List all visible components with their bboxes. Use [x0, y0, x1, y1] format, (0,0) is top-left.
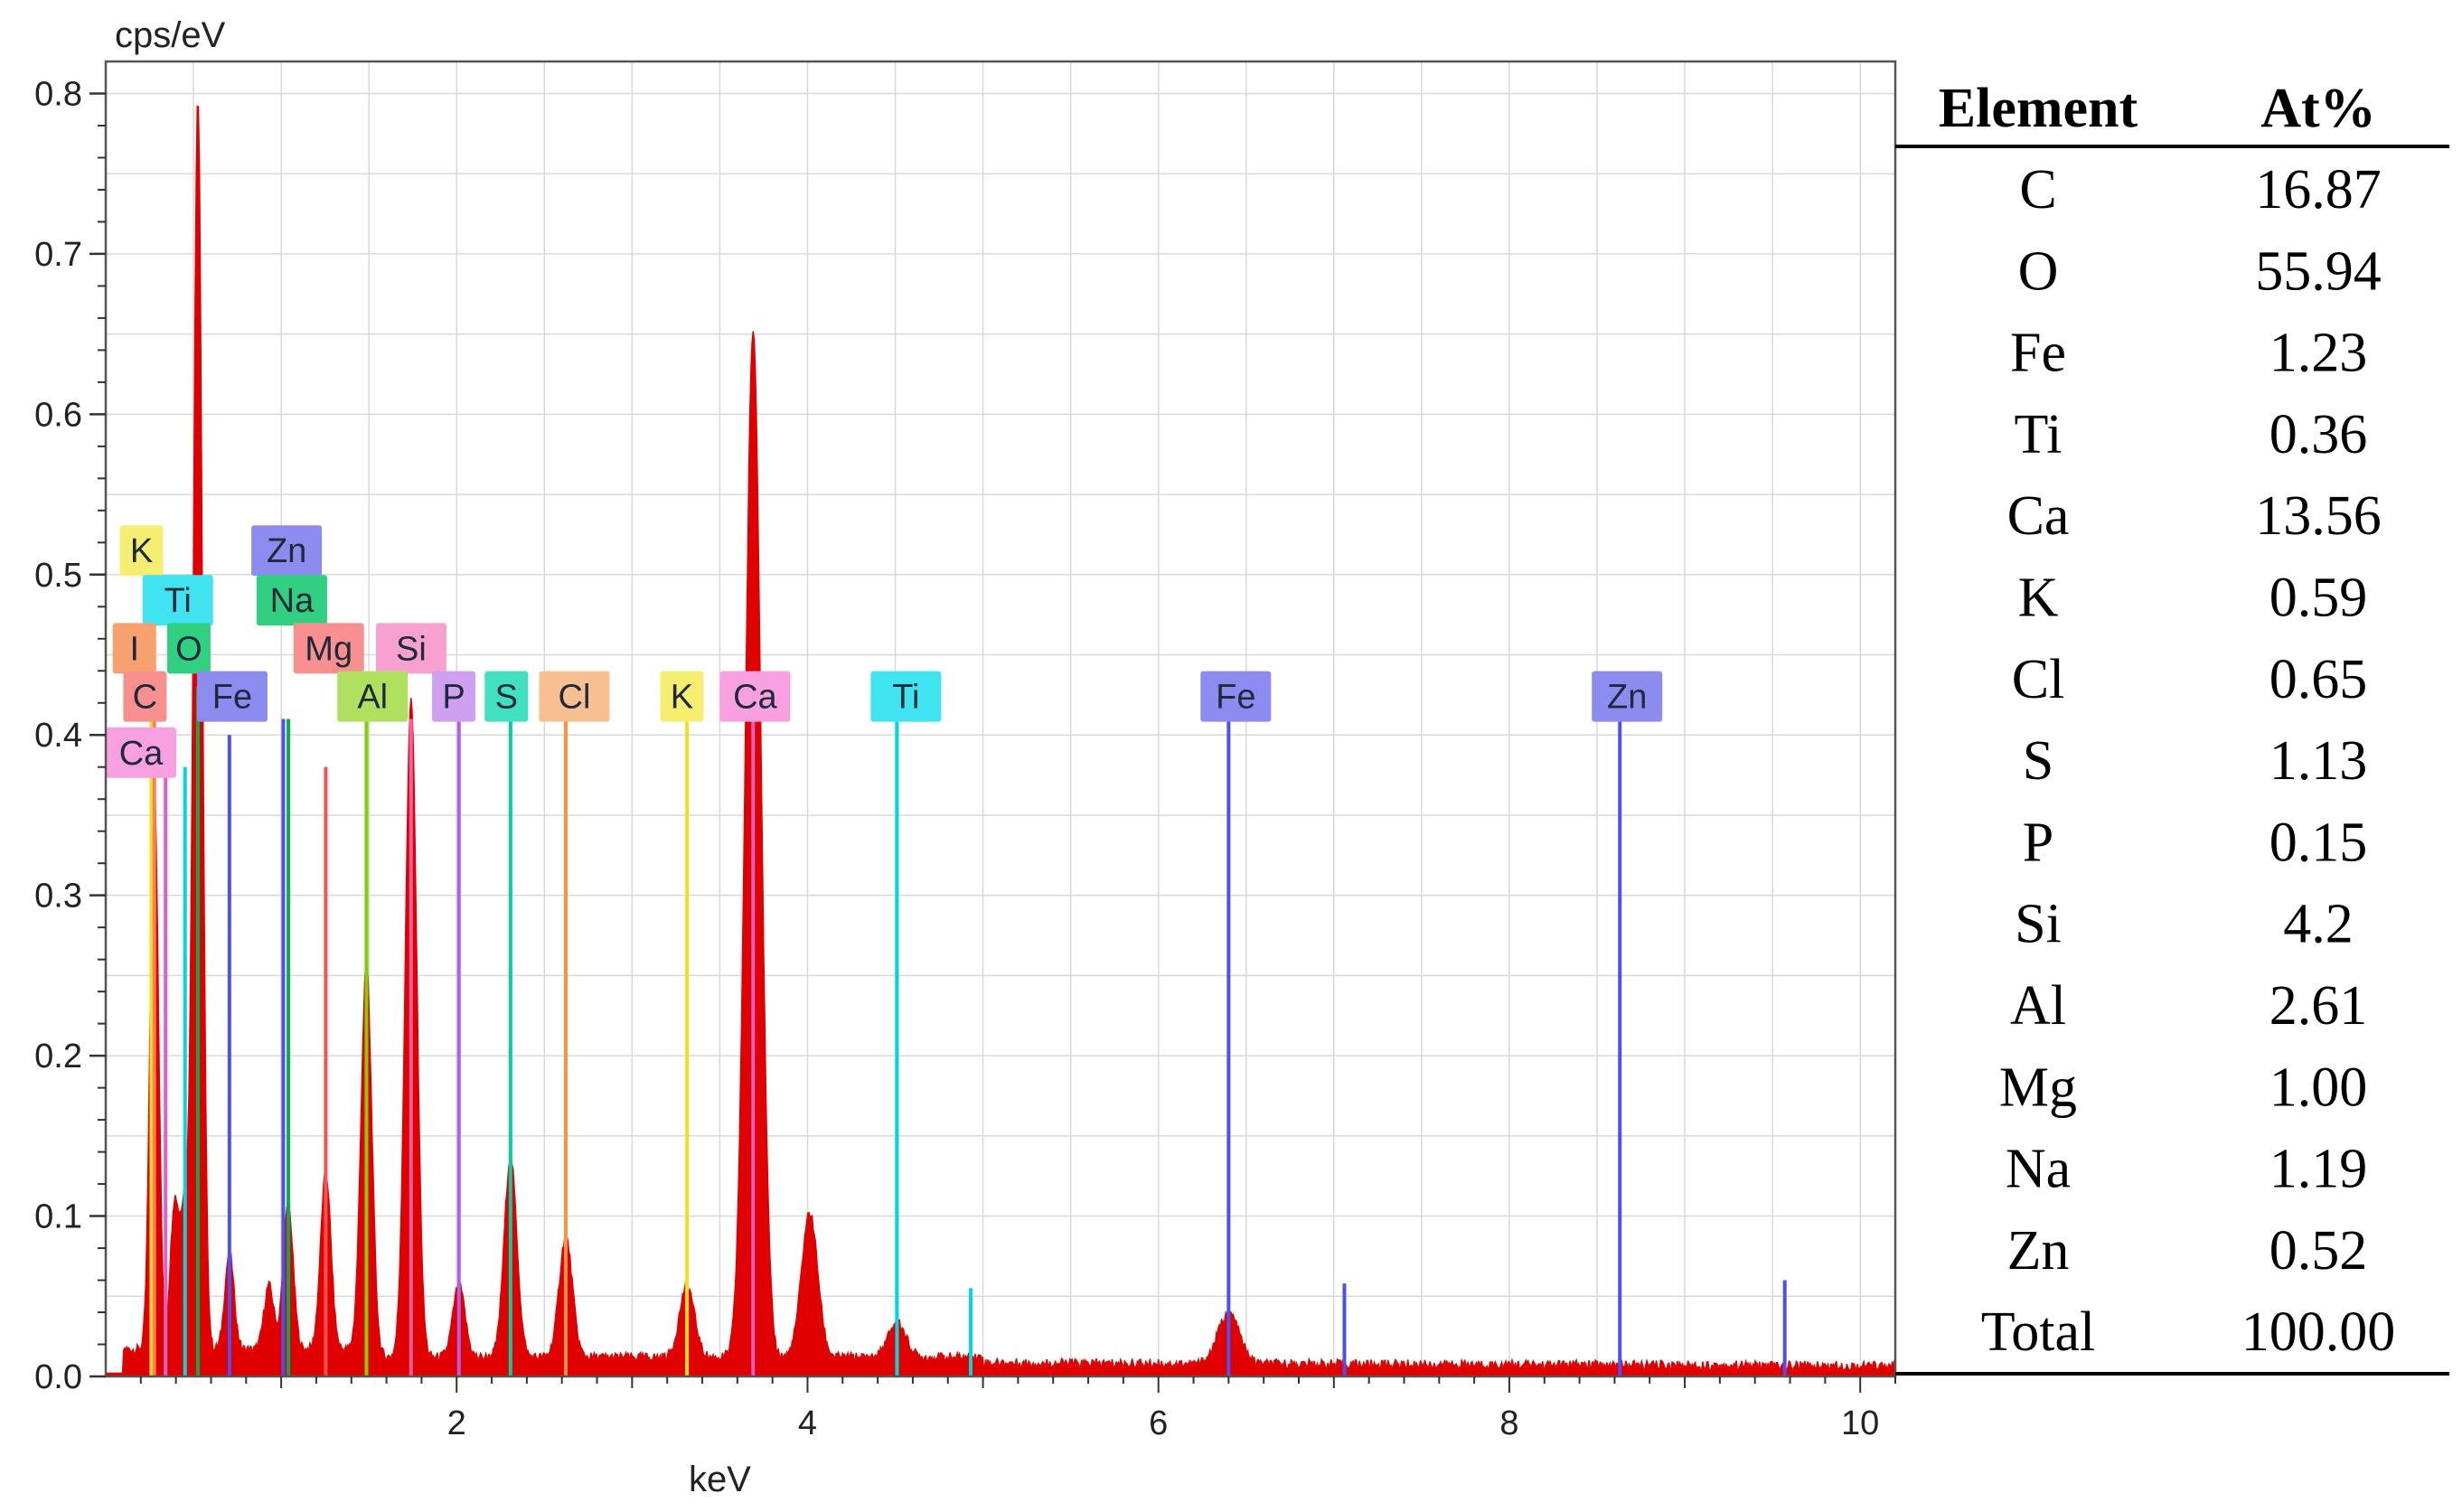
element-tag-ca	[106, 727, 176, 778]
element-tag-i	[112, 623, 156, 674]
table-cell-element: C	[2019, 159, 2056, 221]
table-header-at-percent: At%	[2260, 78, 2375, 139]
table-cell-element: P	[2023, 812, 2053, 873]
element-tag-fe	[1200, 671, 1272, 722]
table-cell-at-percent: 0.59	[2269, 568, 2368, 629]
element-tag-si	[375, 623, 446, 674]
element-tag-p	[432, 671, 476, 722]
element-tag-zn	[251, 525, 323, 577]
element-tag-label: Zn	[1607, 679, 1647, 717]
element-tag-label: K	[671, 679, 693, 717]
element-tag-label: K	[130, 532, 153, 570]
element-tag-s	[484, 671, 529, 722]
y-tick-label: 0.1	[34, 1198, 82, 1236]
table-cell-at-percent: 1.19	[2269, 1139, 2368, 1200]
table-cell-at-percent: 1.23	[2269, 323, 2368, 384]
element-tag-cl	[539, 671, 610, 722]
element-tag-label: Ca	[733, 679, 777, 717]
table-cell-at-percent: 0.52	[2269, 1220, 2368, 1282]
table-cell-element: Ca	[2007, 485, 2070, 547]
table-cell-element: Total	[1981, 1301, 2096, 1363]
y-axis-label: cps/eV	[115, 15, 226, 55]
y-tick-label: 0.3	[34, 878, 82, 916]
element-tag-label: Si	[396, 630, 427, 668]
table-cell-at-percent: 1.00	[2269, 1057, 2368, 1118]
element-tag-mg	[293, 623, 364, 674]
table-cell-element: Al	[2010, 975, 2066, 1037]
table-cell-at-percent: 4.2	[2283, 894, 2354, 955]
element-tag-label: Cl	[559, 679, 591, 717]
table-cell-at-percent: 0.15	[2269, 812, 2368, 873]
table-cell-element: O	[2018, 240, 2059, 302]
element-tag-label: I	[129, 630, 139, 668]
table-cell-at-percent: 16.87	[2255, 159, 2382, 221]
element-tag-label: Ti	[892, 679, 919, 717]
element-tag-zn	[1592, 671, 1663, 722]
y-tick-label: 0.2	[34, 1038, 82, 1075]
element-tag-label: P	[442, 679, 465, 717]
y-tick-label: 0.8	[34, 75, 82, 113]
element-tag-label: Al	[357, 679, 388, 717]
table-cell-at-percent: 13.56	[2255, 485, 2382, 547]
y-tick-label: 0.0	[34, 1358, 82, 1396]
table-cell-element: S	[2023, 730, 2053, 792]
table-cell-element: Zn	[2007, 1220, 2070, 1282]
element-tag-k	[119, 525, 164, 577]
table-cell-element: Fe	[2010, 323, 2066, 384]
table-cell-at-percent: 55.94	[2255, 240, 2382, 302]
element-tag-label: Mg	[305, 630, 352, 668]
element-tag-label: Zn	[267, 532, 306, 570]
element-tag-na	[256, 575, 327, 626]
table-cell-at-percent: 1.13	[2269, 730, 2368, 792]
element-tag-o	[166, 623, 211, 674]
x-tick-label: 8	[1499, 1404, 1518, 1442]
table-cell-at-percent: 0.65	[2269, 649, 2368, 710]
y-tick-label: 0.5	[34, 557, 82, 595]
table-cell-at-percent: 2.61	[2269, 975, 2368, 1037]
x-tick-label: 6	[1149, 1404, 1168, 1442]
x-axis-label: keV	[689, 1460, 751, 1499]
element-tag-label: Ti	[164, 582, 192, 620]
element-tag-label: S	[495, 679, 518, 717]
table-cell-at-percent: 100.00	[2241, 1301, 2396, 1363]
element-tag-label: O	[175, 630, 202, 668]
y-tick-label: 0.6	[34, 396, 82, 434]
composition-table: Element At% C 16.87 O 55.94 Fe 1.23 Ti 0.36 Ca 13.5…	[1895, 78, 2449, 1376]
element-tag-ti	[870, 671, 942, 722]
table-cell-element: Na	[2006, 1139, 2071, 1200]
table-cell-element: Cl	[2012, 649, 2065, 710]
element-tag-fe	[196, 671, 268, 722]
table-header-element: Element	[1939, 78, 2138, 139]
table-cell-element: K	[2018, 568, 2059, 629]
element-tag-ca	[719, 671, 791, 722]
element-tag-label: Fe	[1216, 679, 1255, 717]
y-tick-label: 0.4	[34, 717, 82, 755]
table-cell-at-percent: 0.36	[2269, 404, 2368, 465]
spectrum-plot: K Zn Ti Na I O Mg Si C Fe Al P S Cl K Ca Ti Fe Zn Ca 0.0 0.1 0…	[34, 15, 1897, 1499]
element-tag-label: C	[133, 679, 157, 717]
element-tag-ti	[142, 575, 213, 626]
plot-frame	[104, 60, 1897, 1378]
table-cell-element: Ti	[2015, 404, 2063, 465]
x-tick-label: 10	[1841, 1404, 1879, 1442]
table-cell-element: Si	[2015, 894, 2062, 955]
element-tag-c	[123, 671, 167, 722]
element-tag-label: Na	[270, 582, 315, 620]
element-tag-al	[337, 671, 409, 722]
y-tick-label: 0.7	[34, 236, 82, 274]
x-tick-label: 4	[798, 1404, 817, 1442]
x-tick-label: 2	[447, 1404, 466, 1442]
element-tag-label: Ca	[119, 735, 164, 773]
element-tag-k	[660, 671, 704, 722]
element-tag-label: Fe	[212, 679, 252, 717]
table-cell-element: Mg	[1999, 1057, 2077, 1118]
